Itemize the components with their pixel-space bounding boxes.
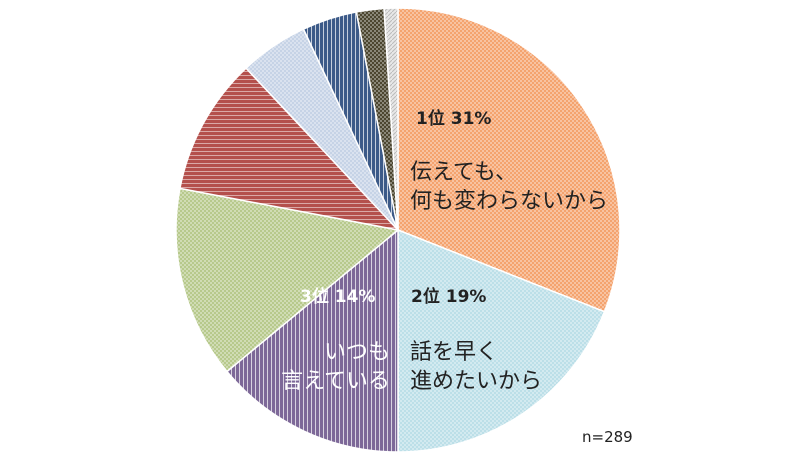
label-reason-1-line2: 何も変わらないから — [410, 189, 609, 214]
label-rank-3: 3位 14% — [300, 287, 376, 307]
sample-size-note: n=289 — [582, 428, 633, 446]
label-reason-2-line2: 進めたいから — [410, 369, 543, 394]
pie-slice-5 — [179, 67, 401, 232]
label-reason-1: 伝えても、 何も変わらないから — [410, 158, 608, 216]
pie-slice-3 — [225, 228, 399, 453]
pie-slice-9 — [383, 7, 399, 231]
pie-slice-2 — [397, 228, 606, 453]
pie-slice-4 — [175, 187, 400, 373]
label-reason-2-line1: 話を早く — [410, 340, 499, 365]
pie-slice-1 — [397, 7, 621, 313]
label-reason-2: 話を早く 進めたいから — [410, 338, 542, 396]
label-reason-3-line2: 言えている — [281, 369, 390, 394]
label-reason-3-line1: いつも — [323, 340, 390, 365]
label-reason-3: いつも 言えている — [272, 338, 390, 396]
label-rank-1: 1位 31% — [416, 109, 492, 129]
label-reason-1-line1: 伝えても、 — [410, 160, 518, 185]
label-rank-2: 2位 19% — [411, 287, 487, 307]
